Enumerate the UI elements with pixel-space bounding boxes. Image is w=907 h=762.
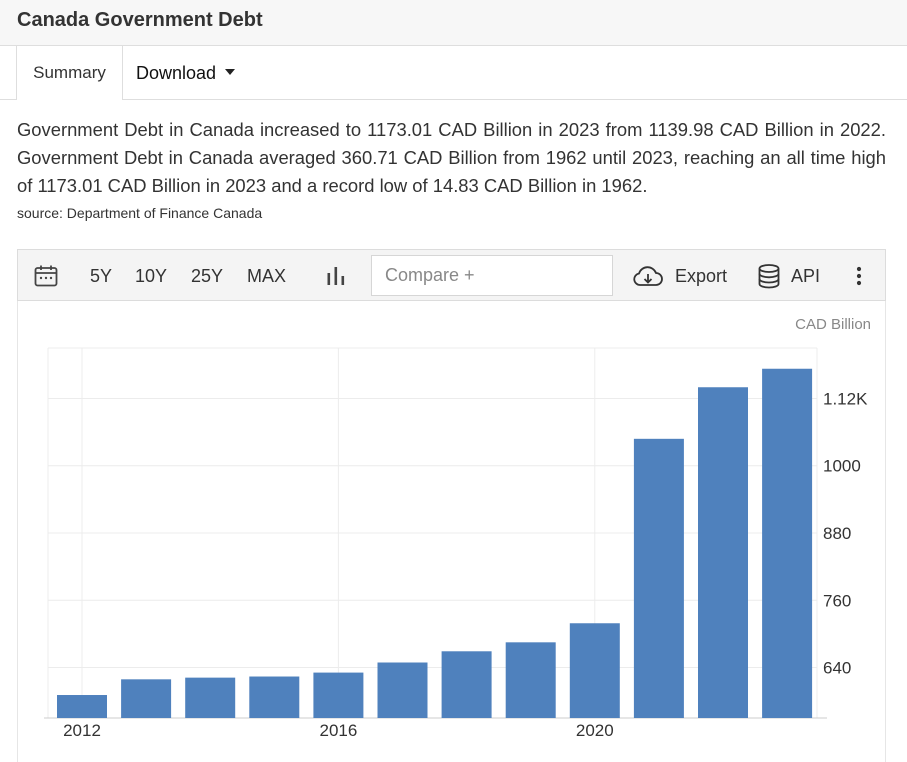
range-max-button[interactable]: MAX: [247, 266, 287, 286]
more-vertical-icon[interactable]: [856, 266, 862, 291]
compare-input[interactable]: Compare +: [371, 255, 613, 296]
tab-summary[interactable]: Summary: [16, 46, 123, 101]
cloud-download-icon[interactable]: [632, 265, 664, 292]
source-note: source: Department of Finance Canada: [17, 205, 263, 221]
export-button[interactable]: Export: [675, 266, 728, 286]
api-button[interactable]: API: [791, 266, 821, 286]
page-title: Canada Government Debt: [17, 9, 263, 31]
range-5y-button[interactable]: 5Y: [90, 266, 113, 286]
header-bar: Canada Government Debt: [0, 0, 907, 46]
chart-frame: [17, 249, 886, 762]
tab-bar: Summary Download: [0, 46, 907, 101]
calendar-icon[interactable]: [34, 265, 58, 292]
database-icon[interactable]: [758, 264, 780, 294]
tab-download-label: Download: [136, 63, 217, 83]
caret-down-icon: [225, 69, 236, 76]
chart-toolbar: 5Y 10Y 25Y MAX Compare + Export API: [17, 249, 886, 301]
range-10y-button[interactable]: 10Y: [135, 266, 168, 286]
tab-download[interactable]: Download: [136, 46, 236, 100]
summary-description: Government Debt in Canada increased to 1…: [17, 119, 886, 196]
bar-chart-icon[interactable]: [326, 266, 346, 291]
range-25y-button[interactable]: 25Y: [191, 266, 224, 286]
